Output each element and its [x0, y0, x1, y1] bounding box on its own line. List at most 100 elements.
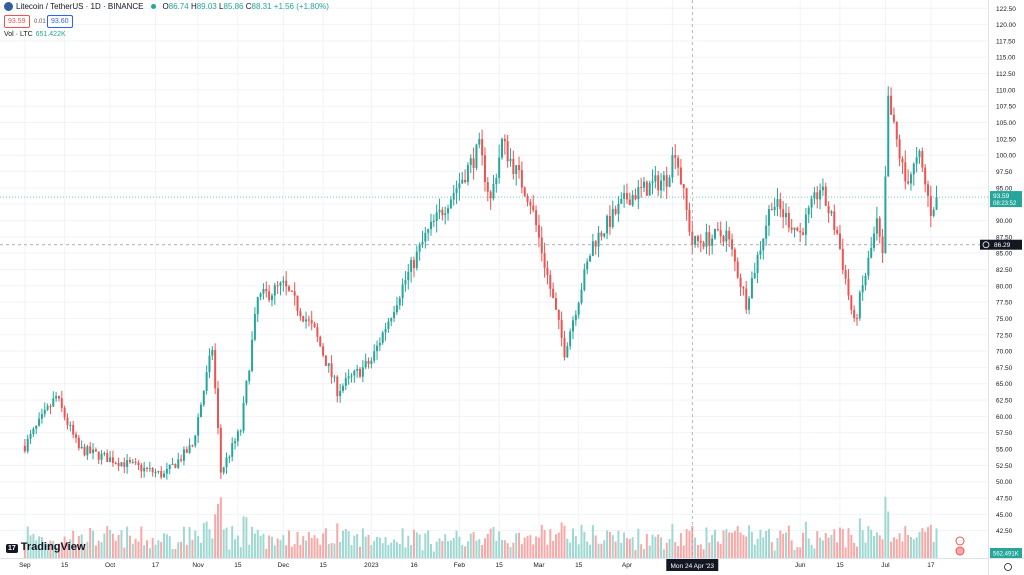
candle-body	[350, 375, 353, 377]
candle-body	[554, 298, 557, 310]
volume-value-label: 562.491K	[993, 552, 1019, 558]
volume-bar	[364, 536, 367, 558]
candle-body	[518, 165, 521, 171]
volume-bar	[251, 526, 254, 558]
candle-body	[100, 453, 103, 460]
candle-body	[282, 280, 285, 283]
candle-body	[126, 460, 129, 467]
y-tick-label: 57.50	[996, 430, 1013, 437]
x-tick-label: Mar	[533, 562, 545, 569]
candle-body	[174, 464, 177, 468]
volume-bar	[816, 531, 819, 558]
sell-button[interactable]: 93.59	[4, 15, 30, 28]
volume-bar	[46, 543, 49, 558]
litecoin-icon	[4, 2, 13, 11]
candle-body	[140, 465, 143, 472]
candle-body	[367, 360, 370, 364]
volume-bar	[464, 546, 467, 558]
candle-body	[580, 289, 583, 303]
volume-bar	[148, 548, 151, 558]
candle-body	[785, 212, 787, 218]
candle-body	[736, 261, 739, 278]
candle-body	[80, 446, 83, 449]
volume-bar	[745, 536, 748, 558]
volume-bar	[60, 542, 63, 558]
y-tick-label: 65.00	[996, 381, 1013, 388]
volume-bar	[526, 536, 529, 558]
volume-bar	[890, 541, 893, 558]
volume-bar	[80, 534, 83, 558]
candle-body	[719, 230, 722, 237]
candle-body	[714, 229, 716, 239]
volume-bar	[353, 535, 356, 558]
candle-body	[211, 349, 214, 356]
volume-bar	[932, 542, 935, 558]
volume-bar	[273, 545, 276, 558]
candle-body	[486, 182, 489, 192]
volume-bar	[475, 540, 478, 558]
candle-body	[572, 320, 574, 332]
candle-body	[219, 427, 222, 473]
change-value: +1.56 (+1.80%)	[273, 2, 329, 11]
settings-icon	[1004, 563, 1012, 571]
y-tick-label: 105.00	[996, 120, 1016, 127]
candle-body	[185, 449, 188, 453]
candle-body	[239, 430, 242, 432]
candle-body	[728, 230, 731, 240]
candle-body	[66, 417, 69, 425]
volume-bar	[143, 545, 146, 558]
volume-bar	[361, 528, 364, 558]
candle-body	[750, 278, 753, 299]
volume-bar	[94, 545, 97, 558]
volume-bar	[430, 544, 432, 558]
volume-bar	[867, 526, 870, 558]
volume-bar	[699, 544, 702, 558]
candle-body	[657, 175, 660, 191]
volume-bar	[214, 514, 217, 558]
volume-bar	[131, 543, 134, 558]
candle-body	[225, 457, 228, 468]
y-tick-label: 110.00	[996, 87, 1016, 94]
volume-bar	[282, 535, 285, 558]
volume-bar	[197, 536, 200, 558]
volume-bar	[160, 541, 163, 558]
volume-bar	[259, 535, 262, 558]
volume-bar	[180, 541, 183, 558]
volume-bar	[628, 538, 631, 558]
candle-body	[591, 241, 594, 256]
candle-body	[276, 285, 279, 287]
candle-body	[293, 291, 296, 296]
candle-body	[549, 274, 552, 289]
volume-bar	[731, 532, 734, 558]
candle-body	[907, 181, 910, 184]
volume-bar	[662, 549, 665, 558]
volume-bar	[671, 524, 674, 558]
volume-bar	[404, 547, 407, 558]
candle-body	[779, 199, 782, 210]
candle-body	[838, 233, 841, 249]
volume-bar	[253, 533, 256, 558]
candle-body	[583, 269, 586, 290]
candle-body	[285, 280, 288, 287]
candle-body	[694, 236, 697, 245]
candle-body	[509, 158, 512, 162]
volume-bar	[376, 536, 379, 558]
buy-button[interactable]: 93.60	[47, 15, 73, 28]
volume-bar	[123, 547, 126, 558]
candle-body	[327, 363, 330, 366]
candle-body	[617, 203, 620, 214]
volume-bar	[310, 538, 313, 558]
candle-body	[483, 155, 486, 183]
volume-bar	[586, 541, 589, 558]
candle-body	[208, 355, 211, 373]
volume-bar	[208, 529, 211, 558]
volume-bar	[705, 527, 708, 558]
volume-bar	[651, 534, 654, 558]
volume-bar	[756, 538, 759, 558]
candle-body	[716, 229, 719, 231]
spread-value: 0.01	[34, 17, 46, 28]
candle-body	[614, 208, 617, 214]
y-tick-label: 87.50	[996, 234, 1013, 241]
candle-body	[748, 298, 751, 310]
